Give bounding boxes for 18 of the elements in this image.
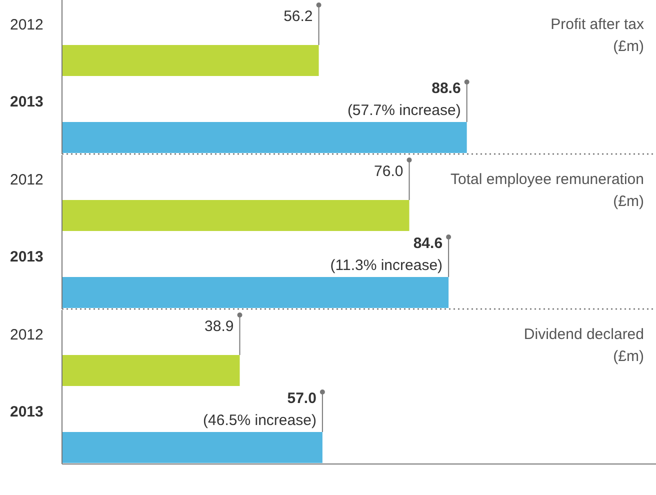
data-label: 56.2 bbox=[284, 8, 313, 25]
text: Profit after tax (£m) bbox=[550, 15, 644, 57]
annotation: (57.7% increase) bbox=[347, 102, 461, 119]
data-label: 84.6 bbox=[413, 235, 443, 252]
y-tick-label: 2012 bbox=[10, 172, 44, 188]
y-tick-label: 2012 bbox=[10, 16, 44, 34]
annotation: (46.5% increase) bbox=[203, 412, 316, 429]
y-tick-label: 2013 bbox=[10, 94, 44, 110]
data-label: 88.6 bbox=[432, 80, 461, 97]
annotation: (11.3% increase) bbox=[330, 257, 443, 274]
text: Dividend declared (£m) bbox=[524, 325, 644, 367]
text: Total employee remuneration (£m) bbox=[450, 170, 644, 212]
data-label: 76.0 bbox=[374, 163, 404, 180]
y-tick-label: 2013 bbox=[10, 404, 44, 420]
y-tick-label: 2012 bbox=[10, 326, 44, 344]
data-label: 57.0 bbox=[287, 390, 316, 407]
y-tick-label: 2013 bbox=[10, 248, 44, 266]
data-label: 38.9 bbox=[204, 318, 234, 335]
